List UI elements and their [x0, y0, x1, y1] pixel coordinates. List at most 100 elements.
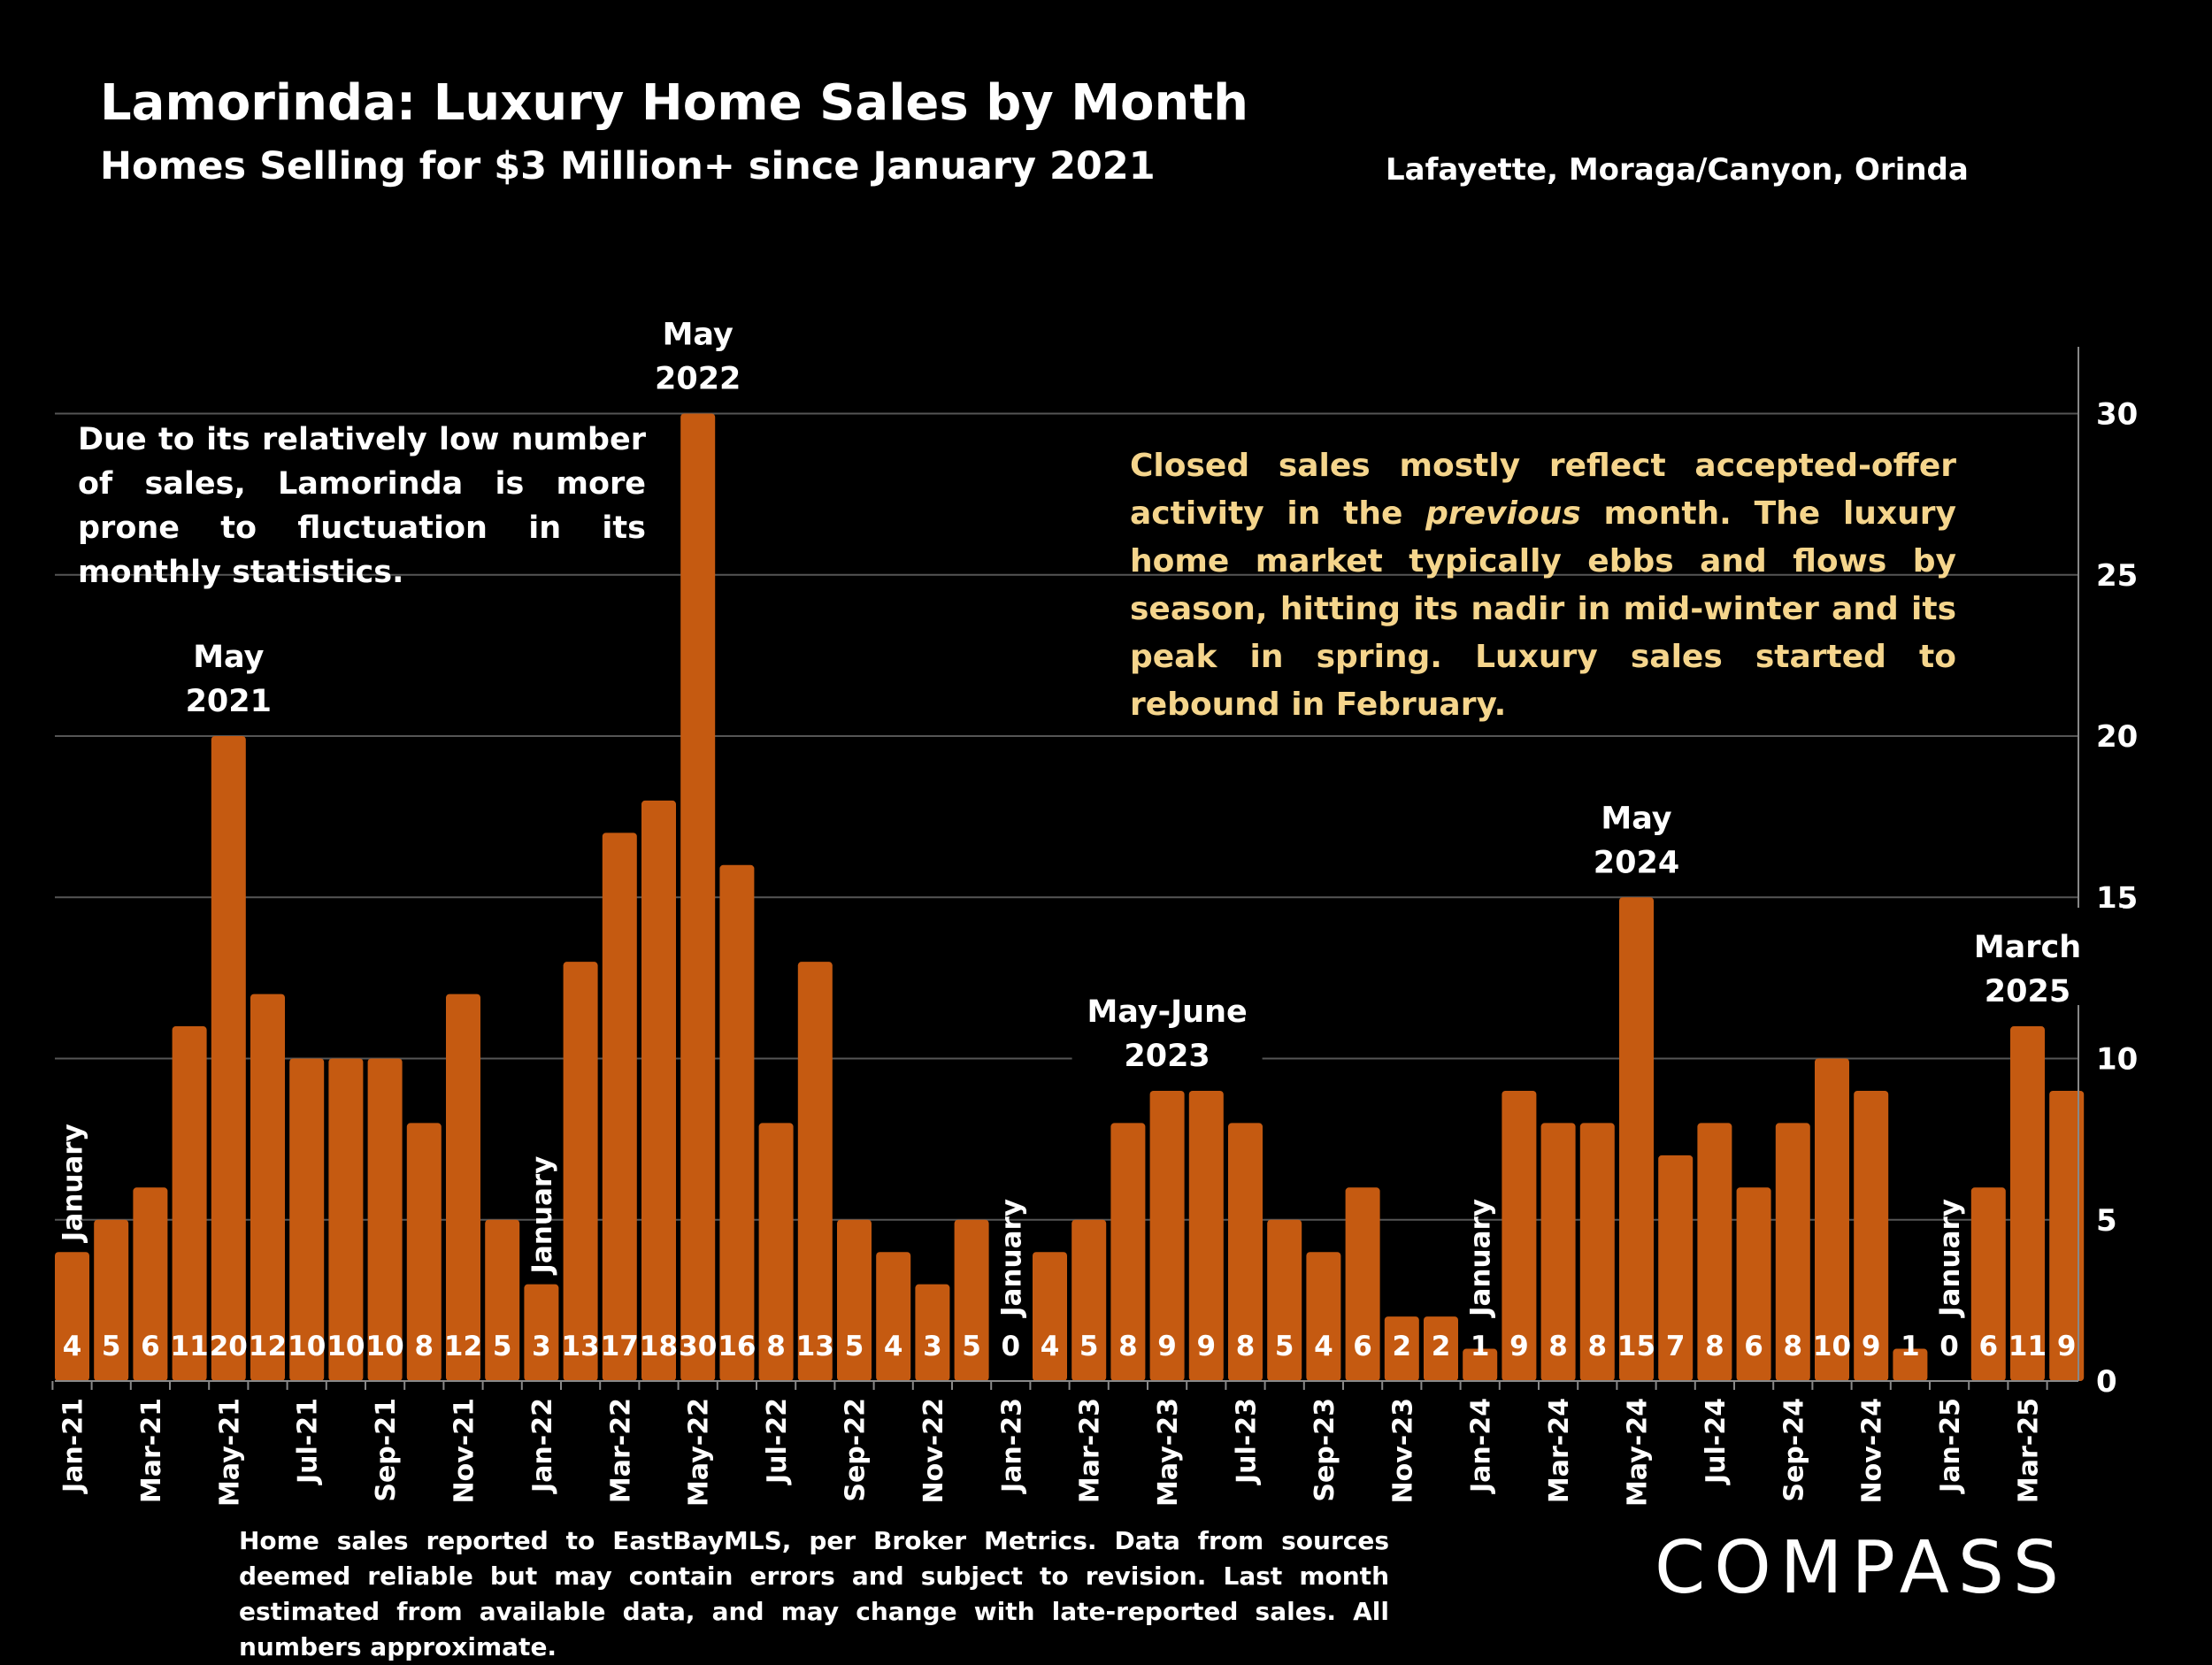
peak-annotation: 2024: [1594, 845, 1679, 880]
bar: [641, 800, 676, 1381]
bar: [2010, 1026, 2045, 1381]
x-tick-label: Nov-22: [918, 1398, 949, 1503]
bar: [172, 1026, 207, 1381]
bar-value-label: 5: [845, 1331, 864, 1362]
peak-annotation: 2025: [1985, 974, 2070, 1009]
peak-annotation: 2021: [186, 684, 272, 719]
x-tick-label: Nov-24: [1857, 1398, 1888, 1503]
bar: [406, 1123, 442, 1381]
value-labels: 4 5 6 11 20 12 10 10 10 8 12 5 3 13 17 18 30 16 8 13 5 4 3 5 0 4 5…: [63, 1331, 2077, 1362]
x-tick-label: Jan-22: [527, 1398, 558, 1494]
x-tick-label: Jan-24: [1466, 1398, 1497, 1494]
bar-value-label: 7: [1666, 1331, 1686, 1362]
bar: [1463, 1348, 1498, 1381]
bar-value-label: 4: [63, 1331, 82, 1362]
bar-value-label: 5: [962, 1331, 981, 1362]
bar-value-label: 18: [640, 1331, 678, 1362]
compass-logo: COMPASS: [1655, 1526, 2068, 1610]
x-tick-label: Jul-23: [1232, 1398, 1263, 1485]
bar-value-label: 30: [679, 1331, 717, 1362]
y-tick-label: 25: [2096, 558, 2138, 594]
bar-value-label: 10: [366, 1331, 404, 1362]
bar: [2049, 1090, 2085, 1381]
bar-value-label: 12: [249, 1331, 287, 1362]
x-tick-label: Jul-24: [1701, 1398, 1732, 1485]
bar-value-label: 9: [1197, 1331, 1217, 1362]
bar-value-label: 2: [1432, 1331, 1451, 1362]
bar: [1540, 1123, 1576, 1381]
bar: [563, 962, 598, 1381]
x-tick-label: Sep-22: [841, 1398, 872, 1502]
bar: [1775, 1123, 1810, 1381]
bar: [94, 1219, 129, 1381]
chart-title: Lamorinda: Luxury Home Sales by Month: [100, 74, 1248, 132]
y-tick-label: 30: [2096, 397, 2138, 433]
x-tick-label: Sep-23: [1310, 1398, 1340, 1502]
bar: [758, 1123, 794, 1381]
peak-annotation: May-June: [1087, 994, 1247, 1030]
bar: [1149, 1090, 1185, 1381]
bar: [1893, 1348, 1928, 1381]
bar: [1854, 1090, 1889, 1381]
bar-value-label: 15: [1617, 1331, 1655, 1362]
y-tick-label: 10: [2096, 1042, 2138, 1078]
january-annotation: January: [526, 1156, 558, 1276]
bar: [1579, 1123, 1615, 1381]
bar: [1736, 1187, 1771, 1381]
peak-annotation: May: [193, 640, 264, 675]
x-tick-label: Mar-23: [1075, 1398, 1106, 1503]
bar-value-label: 4: [884, 1331, 903, 1362]
annotation-backdrop: [1932, 908, 2123, 1006]
seasonality-note-emphasis: previous: [1425, 495, 1581, 532]
x-tick-label: Jan-25: [1935, 1398, 1966, 1494]
bar-value-label: 6: [1353, 1331, 1372, 1362]
bar: [1619, 897, 1654, 1381]
bar-value-label: 16: [718, 1331, 756, 1362]
bar-value-label: 6: [1979, 1331, 1999, 1362]
bar: [797, 962, 833, 1381]
seasonality-note-part1: Closed sales mostly reflect accepted-off…: [1130, 448, 1956, 532]
volatility-note: Due to its relatively low number of sale…: [78, 422, 646, 590]
bar-value-label: 4: [1041, 1331, 1060, 1362]
y-tick-label: 20: [2096, 719, 2138, 755]
bar-value-label: 12: [444, 1331, 482, 1362]
y-tick-label: 0: [2096, 1364, 2117, 1400]
bar-value-label: 8: [766, 1331, 786, 1362]
bar: [876, 1252, 911, 1381]
bar: [133, 1187, 168, 1381]
x-tick-label: May-23: [1153, 1398, 1184, 1507]
x-tick-label: May-22: [684, 1398, 715, 1507]
bar-value-label: 3: [923, 1331, 942, 1362]
bar-value-label: 11: [171, 1331, 209, 1362]
bar-value-label: 13: [562, 1331, 600, 1362]
bar: [446, 994, 480, 1381]
x-tick-label: Jan-21: [58, 1398, 89, 1494]
bar-value-label: 8: [1118, 1331, 1138, 1362]
bar-value-label: 6: [1744, 1331, 1763, 1362]
january-annotation: January: [995, 1199, 1027, 1318]
bar-value-label: 9: [1157, 1331, 1177, 1362]
bar-value-label: 10: [326, 1331, 365, 1362]
bar: [954, 1219, 989, 1381]
bar: [1306, 1252, 1341, 1381]
x-tick-label: Mar-21: [136, 1398, 167, 1503]
source-footnote: Home sales reported to EastBayMLS, per B…: [239, 1526, 1389, 1661]
bar-value-label: 11: [2008, 1331, 2047, 1362]
january-annotation: January: [1934, 1199, 1966, 1318]
bar: [837, 1219, 872, 1381]
bar-value-label: 8: [1705, 1331, 1724, 1362]
bar: [1697, 1123, 1732, 1381]
bar-value-label: 1: [1471, 1331, 1490, 1362]
bar: [1970, 1187, 2006, 1381]
annotation-backdrop: [1071, 971, 1263, 1070]
bar: [1658, 1155, 1694, 1381]
seasonality-note: Closed sales mostly reflect accepted-off…: [1130, 442, 1956, 729]
region-label: Lafayette, Moraga/Canyon, Orinda: [1386, 152, 1969, 188]
bars: [55, 413, 2085, 1381]
x-tick-label: Mar-25: [2014, 1398, 2045, 1503]
bar-value-label: 9: [1509, 1331, 1529, 1362]
peak-annotation: 2022: [655, 362, 741, 397]
annotation-backdrop: [1541, 779, 1732, 877]
bar-value-label: 4: [1314, 1331, 1333, 1362]
bar: [1188, 1090, 1224, 1381]
